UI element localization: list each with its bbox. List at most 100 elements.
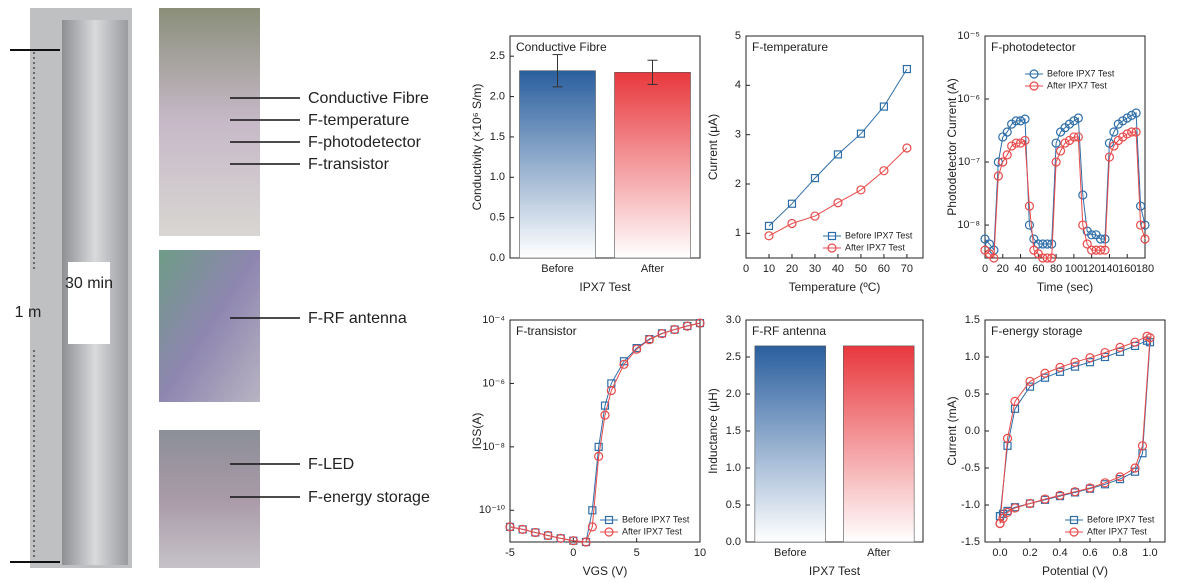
marker bbox=[1135, 220, 1146, 230]
marker bbox=[588, 506, 597, 515]
series-line bbox=[768, 147, 908, 237]
y-tick-label: 10⁻⁵ bbox=[957, 30, 980, 42]
chart-title: F-energy storage bbox=[991, 324, 1083, 338]
marker bbox=[1011, 138, 1021, 148]
photo-item: F-photodetector bbox=[308, 134, 422, 151]
marker bbox=[1104, 152, 1115, 162]
marker bbox=[1145, 333, 1155, 343]
marker bbox=[1040, 494, 1050, 504]
marker bbox=[594, 451, 604, 462]
marker bbox=[1040, 373, 1050, 382]
legend-label: After IPX7 Test bbox=[1047, 80, 1107, 90]
marker bbox=[856, 185, 866, 195]
y-tick-label: 1.5 bbox=[726, 425, 741, 437]
x-tick-label: 50 bbox=[855, 263, 867, 275]
marker bbox=[600, 410, 610, 420]
x-tick-label: 120 bbox=[1082, 263, 1100, 275]
x-tick-label: After bbox=[641, 263, 665, 275]
series-line bbox=[999, 340, 1151, 517]
x-tick-label: 10 bbox=[694, 547, 706, 559]
y-tick-label: 1.5 bbox=[490, 131, 505, 143]
y-tick-label: 0.0 bbox=[965, 425, 980, 437]
y-tick-label: 1.0 bbox=[490, 171, 505, 183]
x-tick-label: Before bbox=[541, 263, 573, 275]
marker bbox=[1070, 357, 1080, 367]
marker bbox=[1033, 239, 1043, 249]
marker bbox=[1051, 157, 1061, 167]
series-line bbox=[768, 68, 908, 227]
marker bbox=[827, 243, 837, 253]
marker bbox=[1070, 487, 1080, 497]
duration-label: 30 min bbox=[65, 275, 113, 292]
y-tick-label: 10⁻⁴ bbox=[482, 314, 505, 326]
y-tick-label: 0.0 bbox=[726, 536, 741, 548]
marker bbox=[581, 537, 591, 547]
photo-item: F-energy storage bbox=[308, 489, 430, 506]
marker bbox=[1024, 201, 1035, 211]
x-tick-label: 160 bbox=[1118, 263, 1136, 275]
photo-item: F-transistor bbox=[308, 156, 390, 173]
marker bbox=[1100, 352, 1110, 362]
marker bbox=[657, 329, 667, 339]
bar bbox=[843, 345, 915, 543]
y-tick-label: 1.0 bbox=[965, 351, 980, 363]
x-tick-label: After bbox=[867, 547, 891, 559]
y-tick-label: 0.5 bbox=[965, 388, 980, 400]
marker bbox=[1085, 483, 1095, 493]
series-line bbox=[984, 112, 1146, 252]
x-tick-label: 0 bbox=[570, 547, 576, 559]
marker bbox=[1020, 135, 1030, 146]
marker bbox=[1025, 376, 1035, 387]
x-tick-label: 60 bbox=[878, 263, 890, 275]
marker bbox=[1040, 368, 1050, 378]
y-tick-label: 3.0 bbox=[726, 314, 741, 326]
x-tick-label: 0.6 bbox=[1082, 547, 1097, 559]
marker bbox=[1069, 527, 1079, 537]
marker bbox=[1140, 234, 1150, 244]
x-tick-label: 0.2 bbox=[1022, 547, 1037, 559]
x-tick-label: 20 bbox=[786, 263, 798, 275]
photos: 30 min 1 m Conductive Fibre F-temperatur… bbox=[10, 8, 430, 568]
bar bbox=[754, 345, 826, 543]
x-tick-label: 0.8 bbox=[1112, 547, 1127, 559]
series-line bbox=[509, 322, 701, 543]
y-tick-label: 2.5 bbox=[490, 50, 505, 62]
y-axis-label: Current (μA) bbox=[706, 114, 720, 180]
legend-label: After IPX7 Test bbox=[845, 242, 905, 252]
series-line bbox=[984, 131, 1146, 260]
marker bbox=[587, 522, 597, 532]
marker bbox=[1087, 230, 1097, 240]
x-tick-label: 1.0 bbox=[1142, 547, 1157, 559]
marker bbox=[670, 324, 680, 335]
duration-box bbox=[68, 262, 110, 344]
x-tick-label: 20 bbox=[997, 263, 1009, 275]
x-axis-label: VGS (V) bbox=[583, 564, 628, 578]
marker bbox=[568, 536, 578, 546]
y-tick-label: 10⁻⁸ bbox=[957, 219, 980, 231]
y-tick-label: 2 bbox=[735, 178, 741, 190]
x-tick-label: 40 bbox=[1014, 263, 1026, 275]
marker bbox=[1115, 472, 1125, 482]
marker bbox=[1038, 253, 1048, 263]
marker bbox=[1047, 253, 1057, 263]
x-tick-label: 100 bbox=[1065, 263, 1083, 275]
marker bbox=[833, 198, 843, 208]
x-tick-label: 30 bbox=[809, 263, 821, 275]
x-tick-label: 40 bbox=[832, 263, 844, 275]
marker bbox=[1069, 515, 1079, 525]
y-tick-label: 2.5 bbox=[726, 351, 741, 363]
x-tick-label: 0 bbox=[743, 263, 749, 275]
marker bbox=[993, 171, 1003, 181]
series-line bbox=[509, 322, 701, 543]
chart-title: Conductive Fibre bbox=[516, 40, 607, 54]
marker bbox=[1042, 239, 1052, 249]
marker bbox=[1078, 190, 1088, 200]
x-axis-label: Time (sec) bbox=[1037, 280, 1093, 294]
y-axis-label: Inductance (μH) bbox=[706, 388, 720, 474]
marker bbox=[1073, 113, 1083, 123]
marker bbox=[879, 102, 889, 111]
marker bbox=[1100, 245, 1110, 255]
marker bbox=[1042, 253, 1052, 263]
marker bbox=[1095, 234, 1106, 244]
y-tick-label: 10⁻⁶ bbox=[482, 377, 505, 389]
